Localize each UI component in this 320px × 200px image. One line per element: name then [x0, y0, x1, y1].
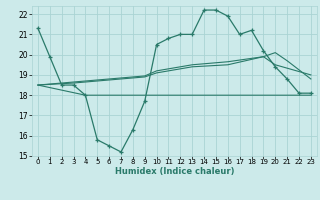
X-axis label: Humidex (Indice chaleur): Humidex (Indice chaleur) [115, 167, 234, 176]
